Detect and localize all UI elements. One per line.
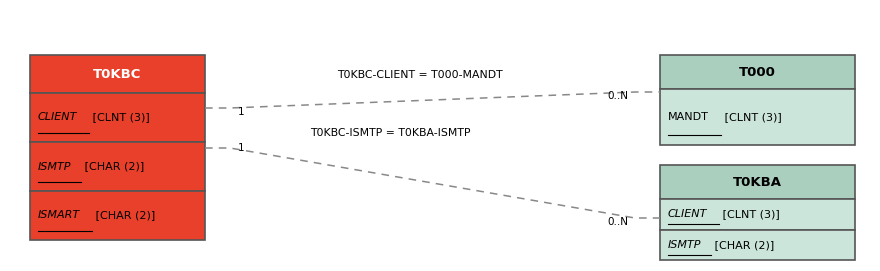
Text: T0KBC-CLIENT = T000-MANDT: T0KBC-CLIENT = T000-MANDT (337, 70, 502, 80)
FancyBboxPatch shape (30, 142, 205, 191)
Text: MANDT: MANDT (668, 112, 709, 122)
FancyBboxPatch shape (660, 199, 855, 230)
Text: [CLNT (3)]: [CLNT (3)] (719, 209, 780, 219)
Text: T0KBA: T0KBA (733, 176, 782, 189)
FancyBboxPatch shape (30, 191, 205, 240)
FancyBboxPatch shape (30, 93, 205, 142)
FancyBboxPatch shape (660, 89, 855, 145)
Text: ISMTP: ISMTP (38, 162, 71, 172)
Text: ISMART: ISMART (38, 211, 80, 221)
Text: T0KBC-ISMTP = T0KBA-ISMTP: T0KBC-ISMTP = T0KBA-ISMTP (310, 128, 470, 138)
Text: [CLNT (3)]: [CLNT (3)] (721, 112, 781, 122)
Text: 0..N: 0..N (607, 91, 628, 101)
Text: T0KBC: T0KBC (93, 67, 142, 80)
FancyBboxPatch shape (660, 55, 855, 89)
Text: CLIENT: CLIENT (668, 209, 708, 219)
Text: ISMTP: ISMTP (668, 240, 701, 250)
Text: 0..N: 0..N (607, 217, 628, 227)
Text: [CHAR (2)]: [CHAR (2)] (92, 211, 156, 221)
Text: T000: T000 (739, 66, 776, 79)
FancyBboxPatch shape (660, 230, 855, 260)
Text: 1: 1 (238, 143, 245, 153)
FancyBboxPatch shape (660, 165, 855, 199)
FancyBboxPatch shape (30, 55, 205, 93)
Text: [CHAR (2)]: [CHAR (2)] (711, 240, 774, 250)
Text: 1: 1 (238, 107, 245, 117)
Text: [CHAR (2)]: [CHAR (2)] (81, 162, 144, 172)
Text: [CLNT (3)]: [CLNT (3)] (89, 112, 150, 122)
Text: CLIENT: CLIENT (38, 112, 77, 122)
